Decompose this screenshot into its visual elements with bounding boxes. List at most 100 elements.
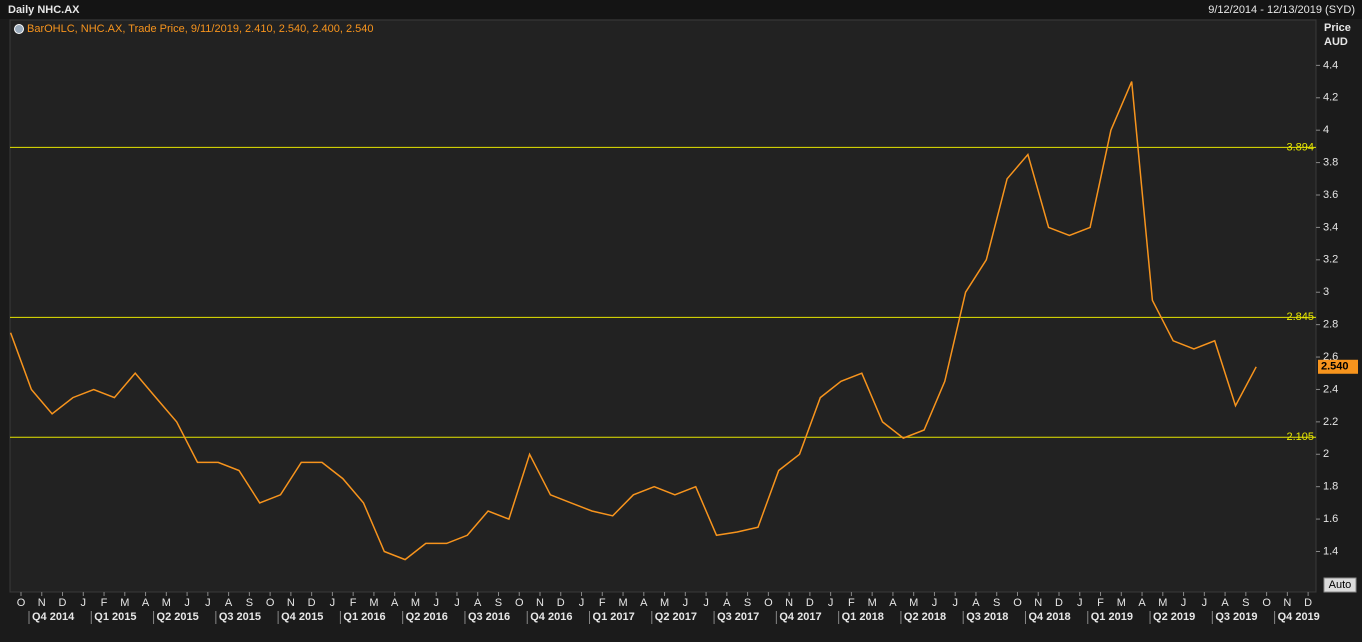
legend-text: BarOHLC, NHC.AX, Trade Price, 9/11/2019,… [27,23,374,35]
quarter-label: Q1 2018 [842,611,884,623]
x-tick-label: A [723,597,731,609]
y-axis-label: Price [1324,22,1351,34]
x-tick-label: J [952,597,958,609]
y-tick-label: 1.4 [1323,545,1338,557]
x-tick-label: A [142,597,150,609]
x-tick-label: F [350,597,357,609]
x-tick-label: M [369,597,378,609]
plot-area [9,19,1317,593]
x-tick-label: J [330,597,336,609]
quarter-label: Q1 2019 [1091,611,1133,623]
y-tick-label: 3 [1323,286,1329,298]
quarter-label: Q2 2015 [157,611,199,623]
x-tick-label: M [618,597,627,609]
date-range: 9/12/2014 - 12/13/2019 (SYD) [1208,4,1355,16]
quarter-label: Q1 2016 [343,611,385,623]
x-tick-label: A [640,597,648,609]
y-tick-label: 2 [1323,448,1329,460]
x-tick-label: D [308,597,316,609]
x-tick-label: S [993,597,1000,609]
x-tick-label: J [454,597,460,609]
x-tick-label: A [889,597,897,609]
x-tick-label: S [495,597,502,609]
x-tick-label: J [1202,597,1208,609]
x-tick-label: J [703,597,709,609]
y-tick-label: 3.6 [1323,189,1338,201]
x-tick-label: A [474,597,482,609]
x-tick-label: N [536,597,544,609]
x-tick-label: O [266,597,275,609]
auto-button[interactable] [1323,577,1357,593]
x-tick-label: M [660,597,669,609]
x-tick-label: M [868,597,877,609]
y-tick-label: 4 [1323,124,1329,136]
chart-title: Daily NHC.AX [8,4,80,16]
x-tick-label: J [205,597,211,609]
x-tick-label: D [806,597,814,609]
x-tick-label: A [1221,597,1229,609]
x-tick-label: J [433,597,439,609]
header-bar [0,0,1362,19]
price-line [9,81,1257,561]
x-tick-label: O [17,597,26,609]
x-tick-label: D [557,597,565,609]
x-tick-label: N [38,597,46,609]
x-tick-label: J [828,597,834,609]
quarter-label: Q4 2018 [1028,611,1070,623]
level-label: 2.845 [1286,311,1314,323]
x-tick-label: D [1304,597,1312,609]
level-label: 3.894 [1286,141,1314,153]
x-tick-label: N [1283,597,1291,609]
y-tick-label: 1.6 [1323,513,1338,525]
quarter-label: Q3 2018 [966,611,1008,623]
x-tick-label: D [59,597,67,609]
quarter-label: Q3 2017 [717,611,759,623]
x-tick-label: J [683,597,689,609]
quarter-label: Q1 2017 [593,611,635,623]
x-tick-label: J [184,597,190,609]
x-tick-label: A [391,597,399,609]
x-tick-label: M [411,597,420,609]
x-tick-label: D [1055,597,1063,609]
x-tick-label: N [785,597,793,609]
x-tick-label: N [287,597,295,609]
x-tick-label: O [515,597,524,609]
last-price-box [1318,359,1358,374]
y-tick-label: 4.4 [1323,59,1338,71]
quarter-label: Q2 2019 [1153,611,1195,623]
x-tick-label: A [225,597,233,609]
x-tick-label: M [1158,597,1167,609]
x-tick-label: N [1034,597,1042,609]
x-tick-label: A [1138,597,1146,609]
x-tick-label: M [1117,597,1126,609]
y-tick-label: 3.8 [1323,157,1338,169]
x-tick-label: J [1181,597,1187,609]
quarter-label: Q4 2019 [1278,611,1320,623]
quarter-label: Q3 2015 [219,611,261,623]
x-tick-label: M [162,597,171,609]
x-tick-label: F [101,597,108,609]
x-tick-label: O [1013,597,1022,609]
quarter-label: Q3 2016 [468,611,510,623]
x-tick-label: A [972,597,980,609]
x-tick-label: F [599,597,606,609]
y-tick-label: 1.8 [1323,481,1338,493]
x-tick-label: J [932,597,938,609]
x-tick-label: J [1077,597,1083,609]
quarter-label: Q4 2014 [32,611,75,623]
x-tick-label: F [1097,597,1104,609]
x-tick-label: J [81,597,87,609]
x-tick-label: O [1262,597,1271,609]
x-tick-label: J [579,597,585,609]
quarter-label: Q4 2016 [530,611,572,623]
x-tick-label: S [1242,597,1249,609]
quarter-label: Q2 2018 [904,611,946,623]
quarter-label: Q1 2015 [94,611,136,623]
quarter-label: Q4 2015 [281,611,323,623]
x-tick-label: M [120,597,129,609]
auto-button-label[interactable]: Auto [1329,579,1352,591]
quarter-label: Q2 2016 [406,611,448,623]
quarter-label: Q4 2017 [779,611,821,623]
quarter-label: Q2 2017 [655,611,697,623]
